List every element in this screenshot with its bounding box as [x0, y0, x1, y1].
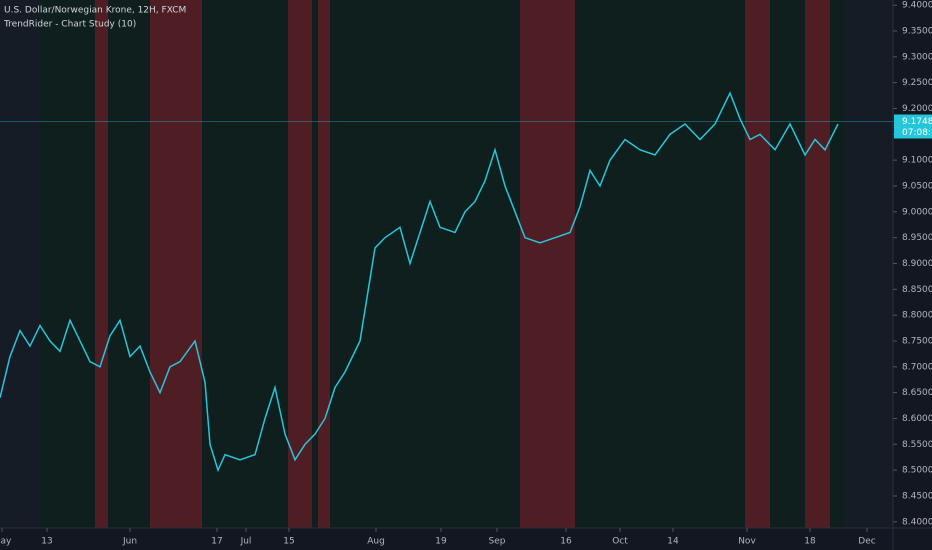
x-tick-label: May [0, 537, 12, 547]
y-tick-label: 8.90000 [902, 259, 932, 269]
y-tick-label: 8.60000 [902, 414, 932, 424]
y-tick-label: 8.45000 [902, 491, 932, 501]
countdown-label: 07:08:11 [902, 128, 932, 138]
trend-bands [95, 0, 830, 528]
x-tick-label: Jun [122, 537, 137, 547]
y-tick-label: 9.35000 [902, 26, 932, 36]
study-title: TrendRider - Chart Study (10) [3, 20, 136, 30]
x-tick-label: Oct [612, 537, 628, 547]
y-tick-label: 8.55000 [902, 440, 932, 450]
x-tick-label: 14 [667, 537, 679, 547]
y-tick-label: 9.25000 [902, 78, 932, 88]
symbol-title: U.S. Dollar/Norwegian Krone, 12H, FXCM [4, 6, 186, 16]
x-tick-label: 13 [41, 537, 52, 547]
y-tick-label: 8.80000 [902, 311, 932, 321]
last-price-label: 9.17483 [902, 117, 932, 127]
last-price-tag [894, 114, 932, 139]
x-tick-label: 19 [435, 537, 447, 547]
y-tick-label: 9.30000 [902, 52, 932, 62]
x-tick-label: 18 [804, 537, 816, 547]
x-tick-label: Nov [738, 537, 756, 547]
y-tick-label: 9.05000 [902, 181, 932, 191]
x-tick-label: 15 [283, 537, 294, 547]
y-tick-label: 8.95000 [902, 233, 932, 243]
y-tick-label: 9.10000 [902, 156, 932, 166]
price-line [0, 91, 839, 473]
y-tick-label: 8.75000 [902, 336, 932, 346]
plot-background [0, 0, 893, 528]
y-tick-label: 8.40000 [902, 517, 932, 527]
y-tick-label: 9.20000 [902, 104, 932, 114]
x-tick-label: Sep [489, 537, 506, 547]
x-tick-label: 16 [560, 537, 572, 547]
y-tick-label: 8.85000 [902, 285, 932, 295]
y-tick-label: 8.70000 [902, 362, 932, 372]
x-tick-label: 17 [211, 537, 222, 547]
y-tick-label: 9.00000 [902, 207, 932, 217]
x-tick-label: Aug [367, 537, 385, 547]
y-tick-label: 8.50000 [902, 466, 932, 476]
x-tick-label: Jul [240, 537, 252, 547]
x-tick-label: Dec [858, 537, 875, 547]
y-tick-label: 8.65000 [902, 388, 932, 398]
y-tick-label: 9.40000 [902, 1, 932, 11]
